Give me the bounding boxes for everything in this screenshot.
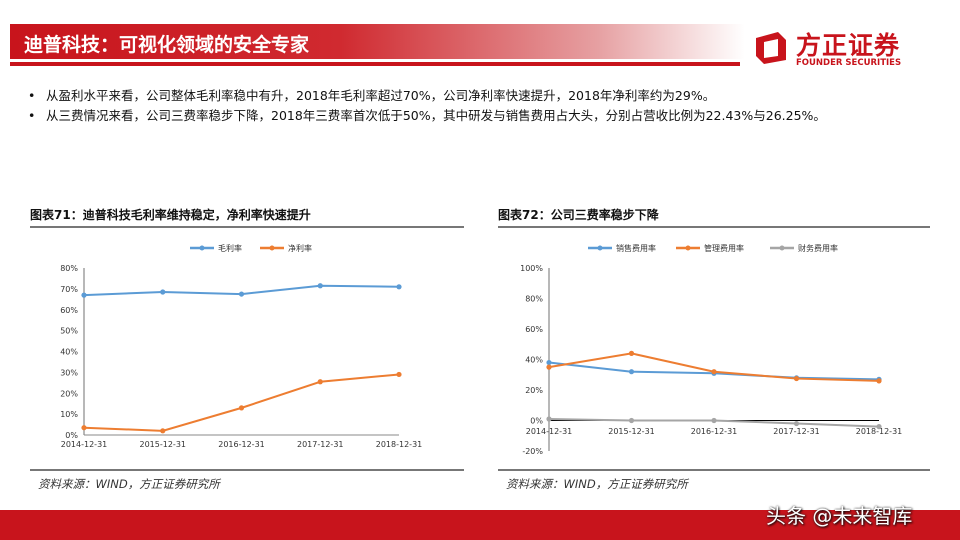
legend-marker bbox=[597, 245, 603, 251]
y-tick-label: 40% bbox=[60, 348, 78, 357]
data-point bbox=[876, 424, 882, 430]
y-tick-label: 20% bbox=[525, 386, 543, 395]
data-point bbox=[876, 378, 882, 384]
data-point bbox=[793, 420, 800, 427]
data-point bbox=[628, 369, 635, 375]
legend-marker bbox=[685, 245, 691, 251]
legend-label: 管理费用率 bbox=[704, 243, 744, 253]
header-bar: 迪普科技：可视化领域的安全专家 bbox=[10, 24, 745, 59]
y-tick-label: 100% bbox=[520, 264, 543, 273]
legend-marker bbox=[269, 245, 275, 251]
y-tick-label: 0% bbox=[530, 417, 543, 426]
chart-title: 图表71：迪普科技毛利率维持稳定，净利率快速提升 bbox=[30, 208, 311, 222]
logo-en: FOUNDER SECURITIES bbox=[796, 58, 902, 68]
header-divider bbox=[10, 62, 740, 66]
watermark: 头条 @未来智库 bbox=[766, 504, 913, 528]
divider bbox=[30, 469, 464, 471]
logo-mark-icon bbox=[756, 32, 786, 64]
data-point bbox=[317, 283, 323, 289]
summary-bullets: 从盈利水平来看，公司整体毛利率稳中有升，2018年毛利率超过70%，公司净利率快… bbox=[28, 86, 933, 126]
chart-panel-expense-ratios: 图表72：公司三费率稳步下降 -20% 0% 20% 40% 60% 80% 100% 201… bbox=[498, 204, 930, 494]
data-point bbox=[546, 359, 552, 366]
data-point bbox=[546, 364, 552, 370]
y-tick-label: 60% bbox=[525, 325, 543, 334]
y-tick-label: 80% bbox=[525, 295, 543, 304]
x-tick-label: 2017-12-31 bbox=[773, 427, 820, 436]
page-title: 迪普科技：可视化领域的安全专家 bbox=[24, 34, 310, 56]
legend-label: 毛利率 bbox=[218, 243, 242, 253]
data-point bbox=[628, 417, 635, 424]
x-tick-label: 2014-12-31 bbox=[526, 427, 573, 436]
data-point bbox=[81, 425, 87, 431]
chart-svg: 0% 10% 20% 30% 40% 50% 60% 70% 80% 2014-12-31 2015… bbox=[60, 243, 423, 449]
legend-marker bbox=[779, 245, 785, 251]
x-tick-label: 2015-12-31 bbox=[140, 440, 187, 449]
y-tick-label: 80% bbox=[60, 264, 78, 273]
y-tick-label: 60% bbox=[60, 306, 78, 315]
chart-source: 资料来源：WIND，方正证券研究所 bbox=[38, 477, 220, 491]
bullet-item: 从三费情况来看，公司三费率稳步下降，2018年三费率首次低于50%，其中研发与销… bbox=[28, 106, 933, 126]
y-tick-label: -20% bbox=[522, 447, 543, 456]
legend-label: 财务费用率 bbox=[798, 243, 838, 253]
x-tick-label: 2016-12-31 bbox=[218, 440, 265, 449]
founder-logo: 方正证券 FOUNDER SECURITIES bbox=[752, 26, 922, 72]
divider bbox=[30, 226, 464, 228]
data-point bbox=[711, 417, 717, 424]
x-tick-label: 2018-12-31 bbox=[376, 440, 423, 449]
data-point bbox=[793, 375, 800, 382]
data-point bbox=[396, 371, 402, 378]
divider bbox=[498, 226, 930, 228]
data-point bbox=[238, 405, 245, 411]
x-tick-label: 2016-12-31 bbox=[691, 427, 738, 436]
bullet-item: 从盈利水平来看，公司整体毛利率稳中有升，2018年毛利率超过70%，公司净利率快… bbox=[28, 86, 933, 106]
chart-source: 资料来源：WIND，方正证券研究所 bbox=[506, 477, 688, 491]
y-tick-label: 20% bbox=[60, 389, 78, 398]
data-point bbox=[317, 379, 323, 385]
y-tick-label: 0% bbox=[65, 431, 78, 440]
y-tick-label: 70% bbox=[60, 285, 78, 294]
chart-panel-gross-net-margin: 图表71：迪普科技毛利率维持稳定，净利率快速提升 0% 10% 20% 30% 40% 5… bbox=[30, 204, 464, 494]
x-tick-label: 2017-12-31 bbox=[297, 440, 344, 449]
series-line bbox=[83, 373, 400, 432]
data-point bbox=[546, 416, 552, 422]
data-point bbox=[711, 369, 717, 375]
data-point bbox=[238, 291, 245, 297]
data-point bbox=[160, 289, 166, 295]
y-tick-label: 40% bbox=[525, 356, 543, 365]
data-point bbox=[81, 292, 87, 298]
y-tick-label: 30% bbox=[60, 368, 78, 377]
legend-label: 净利率 bbox=[288, 243, 312, 253]
logo-cn: 方正证券 bbox=[796, 31, 901, 60]
x-tick-label: 2014-12-31 bbox=[61, 440, 108, 449]
data-point bbox=[396, 284, 402, 290]
legend-label: 销售费用率 bbox=[616, 243, 656, 253]
data-point bbox=[628, 350, 635, 356]
chart-title: 图表72：公司三费率稳步下降 bbox=[498, 208, 659, 222]
y-tick-label: 50% bbox=[60, 327, 78, 336]
x-tick-label: 2015-12-31 bbox=[608, 427, 655, 436]
x-tick-label: 2018-12-31 bbox=[856, 427, 903, 436]
divider bbox=[498, 469, 930, 471]
legend-marker bbox=[199, 245, 205, 251]
footer-bar bbox=[0, 510, 960, 540]
chart-svg: -20% 0% 20% 40% 60% 80% 100% 2014-12-31 2015-12-… bbox=[520, 243, 903, 456]
data-point bbox=[160, 428, 166, 434]
y-tick-label: 10% bbox=[60, 410, 78, 419]
